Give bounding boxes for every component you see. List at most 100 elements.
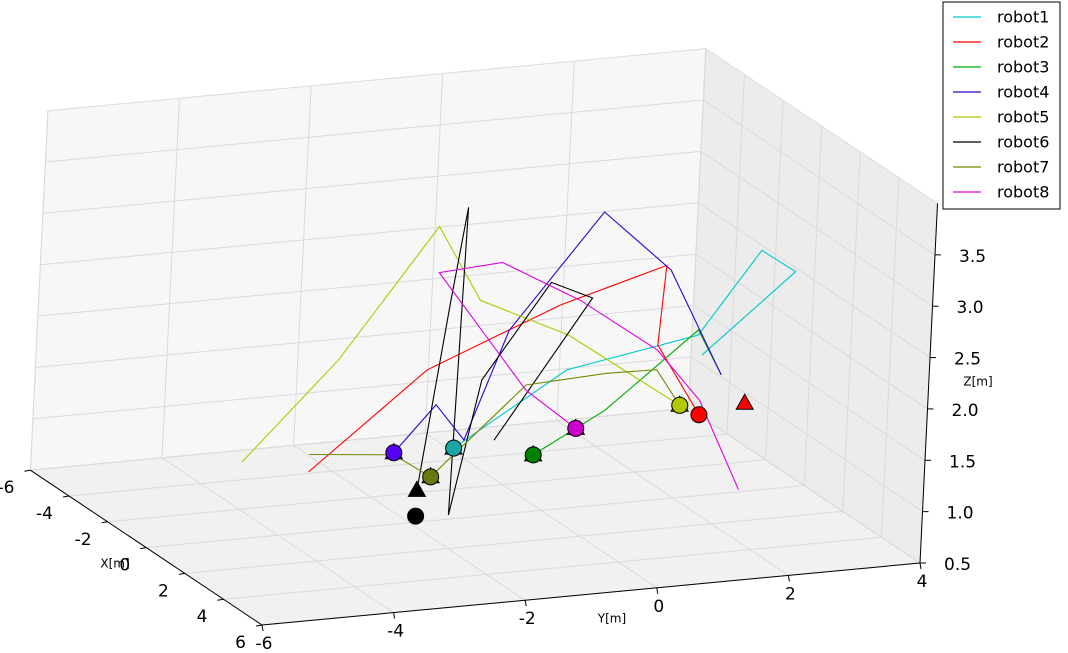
tick-mark [217, 598, 224, 601]
axis-line [30, 469, 263, 626]
legend-label: robot4 [997, 83, 1049, 102]
grid-line [765, 100, 784, 460]
grid-line [688, 407, 921, 564]
tick-mark [140, 547, 147, 550]
tick-mark [62, 495, 70, 498]
x-tick-label: -4 [36, 504, 53, 524]
grid-line [146, 485, 805, 549]
axis-line [261, 562, 921, 626]
tick-mark [787, 575, 790, 582]
grid-line [695, 253, 928, 410]
grid-line [45, 99, 704, 163]
grid-line [42, 150, 701, 214]
y-tick-label: -2 [519, 609, 536, 629]
axes: -6 -4 -2 0 2 4 6 -6 -4 -2 0 2 4 0.5 1.0 1.5 2.0 2.5 3.0 3.5 [0, 203, 986, 653]
z-tick-label: 3.0 [957, 298, 984, 318]
trajectory [416, 207, 594, 516]
legend-label: robot3 [997, 58, 1049, 77]
z-tick-label: 1.0 [947, 504, 974, 524]
legend-label: robot6 [997, 133, 1049, 152]
grid-line [29, 110, 49, 471]
grid-line [698, 202, 931, 358]
start-marker [385, 444, 403, 462]
start-marker [671, 396, 689, 414]
grid-line [880, 177, 900, 538]
grid-line [556, 61, 575, 421]
grid-line [161, 98, 180, 458]
grid-line [842, 151, 861, 512]
legend-box [942, 1, 1061, 210]
y-tick-label: 2 [785, 584, 796, 604]
grid-line [700, 150, 933, 307]
start-marker [524, 446, 542, 464]
tick-mark [178, 572, 185, 575]
tick-mark [656, 587, 659, 594]
legend-label: robot7 [997, 158, 1049, 177]
grid-line [32, 356, 691, 420]
grid-line [161, 457, 394, 614]
start-marker [690, 406, 708, 424]
legend-label: robot1 [997, 8, 1049, 27]
grid-line [687, 48, 707, 409]
tick-mark [101, 521, 108, 524]
tick-mark [261, 624, 264, 632]
x-axis-label: X[m] [100, 557, 129, 571]
grid-line [726, 74, 745, 435]
x-tick-label: 6 [235, 633, 246, 653]
legend-label: robot5 [997, 108, 1049, 127]
y-tick-label: -4 [387, 622, 404, 642]
x-tick-label: 2 [158, 581, 169, 601]
trajectory [393, 211, 722, 454]
tick-mark [255, 624, 263, 627]
goal-marker [735, 393, 755, 410]
grid-line [40, 202, 699, 266]
start-marker [407, 507, 425, 525]
grid-line [693, 305, 926, 461]
grid-line [803, 126, 823, 486]
back-pane [29, 48, 707, 471]
y-tick-label: 4 [917, 572, 928, 592]
goal-marker [407, 480, 427, 497]
tick-mark [393, 612, 396, 619]
grid-line [703, 99, 936, 256]
grid-line [223, 536, 882, 600]
x-tick-label: -2 [75, 530, 92, 550]
panes [28, 47, 939, 626]
tick-mark [524, 600, 527, 607]
grid-line [30, 407, 689, 471]
legend-label: robot8 [997, 183, 1049, 202]
grid-line [424, 432, 658, 589]
legend: robot1 robot2 robot3 robot4 robot5 robot6 robo… [942, 1, 1061, 210]
z-tick-label: 2.5 [954, 350, 981, 370]
tick-mark [24, 469, 31, 472]
grid-line [37, 253, 696, 317]
plot-data [241, 207, 797, 525]
grid-line [184, 510, 843, 574]
z-tick-label: 1.5 [949, 452, 976, 472]
grid-line [35, 304, 694, 368]
y-tick-label: -6 [256, 634, 273, 653]
z-axis-label: Z[m] [963, 375, 992, 389]
z-tick-label: 2.0 [952, 401, 979, 421]
grid-line [690, 356, 923, 513]
x-tick-label: 0 [119, 556, 130, 576]
grid-line [293, 85, 312, 446]
start-marker [422, 468, 440, 486]
axis-line [919, 203, 938, 564]
grid-line [556, 420, 789, 576]
y-tick-label: 0 [653, 597, 664, 617]
grid-line [424, 73, 444, 434]
trajectory [241, 225, 680, 463]
grid-line [107, 459, 766, 523]
x-tick-label: -6 [0, 478, 14, 498]
grid-line [68, 433, 728, 497]
trajectory [438, 261, 740, 490]
grid-line [293, 444, 526, 601]
y-axis-label: Y[m] [597, 612, 626, 626]
x-tick-label: 4 [197, 607, 208, 627]
z-tick-label: 0.5 [944, 555, 971, 575]
legend-label: robot2 [997, 33, 1049, 52]
trajectory [308, 264, 700, 473]
